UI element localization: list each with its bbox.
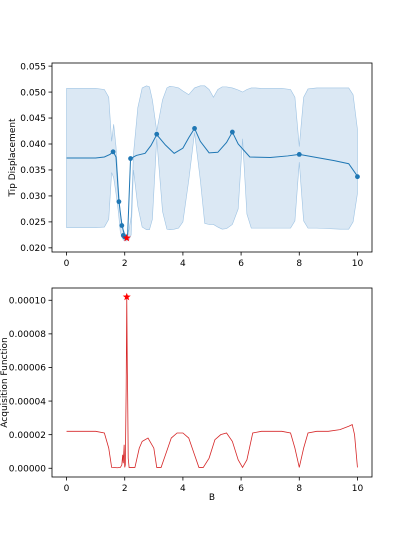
y-axis-label: Acquisition Function: [0, 337, 10, 427]
x-tick-label: 6: [238, 484, 244, 494]
x-tick-label: 8: [296, 259, 302, 269]
y-tick-label: 0.00008: [9, 330, 46, 340]
observation-point: [154, 131, 160, 137]
x-tick-label: 10: [352, 484, 364, 494]
y-tick-label: 0.00004: [9, 397, 46, 407]
acquisition-function-plot: 0 2 4 6 8 10 0.00000 0.00002 0.00004 0.00006 0.00…: [0, 287, 373, 503]
axes-frame: [51, 287, 373, 478]
observation-point: [119, 223, 125, 228]
y-axis-label: Tip Displacement: [8, 118, 18, 198]
observation-point: [110, 149, 116, 155]
y-tick-label: 0.035: [20, 166, 46, 176]
y-tick-label: 0.030: [20, 192, 46, 202]
x-tick-label: 2: [122, 484, 128, 494]
observation-point: [116, 199, 122, 205]
x-axis-label: B: [209, 493, 215, 503]
y-tick-label: 0.025: [20, 218, 46, 228]
y-tick-label: 0.020: [20, 244, 46, 254]
best-point-star: [122, 292, 131, 301]
y-tick-label: 0.00000: [9, 464, 46, 474]
x-tick-label: 0: [64, 259, 70, 269]
y-tick-label: 0.040: [20, 140, 46, 150]
y-tick-label: 0.00002: [9, 431, 46, 441]
x-tick-label: 6: [238, 259, 244, 269]
x-tick-label: 0: [64, 484, 70, 494]
mean-prediction-line: [66, 127, 358, 239]
observation-point: [192, 126, 197, 131]
x-tick-label: 4: [180, 484, 186, 494]
x-tick-label: 2: [122, 259, 128, 269]
y-tick-label: 0.055: [20, 62, 46, 72]
tip-displacement-plot: 0 2 4 6 8 10 0.020 0.025 0.030 0.035 0.040 0.045 0.…: [8, 62, 373, 269]
x-tick-label: 4: [180, 259, 186, 269]
observation-point: [296, 151, 302, 157]
uncertainty-band: [66, 85, 358, 242]
x-tick-label: 10: [352, 259, 364, 269]
y-tick-label: 0.00010: [9, 296, 46, 306]
observation-point: [229, 129, 235, 135]
observation-point: [128, 156, 133, 161]
acquisition-line: [66, 296, 358, 469]
axes-frame: [51, 62, 373, 253]
y-tick-label: 0.045: [20, 114, 46, 124]
x-tick-label: 8: [296, 484, 302, 494]
observation-point: [355, 174, 360, 180]
y-tick-label: 0.050: [20, 88, 46, 98]
best-point-star: [122, 233, 131, 242]
y-tick-label: 0.00006: [9, 364, 46, 374]
